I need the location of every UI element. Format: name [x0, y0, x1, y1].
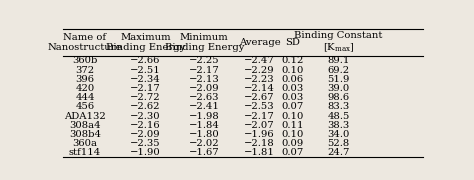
Text: −1.81: −1.81 — [244, 148, 275, 157]
Text: −1.98: −1.98 — [189, 112, 220, 121]
Text: −2.16: −2.16 — [130, 121, 161, 130]
Text: 0.06: 0.06 — [282, 75, 303, 84]
Text: −2.62: −2.62 — [130, 102, 161, 111]
Text: −2.51: −2.51 — [130, 66, 161, 75]
Text: 0.03: 0.03 — [282, 93, 304, 102]
Text: −2.14: −2.14 — [244, 84, 275, 93]
Text: −2.34: −2.34 — [130, 75, 161, 84]
Text: 34.0: 34.0 — [327, 130, 350, 139]
Text: 308a4: 308a4 — [69, 121, 101, 130]
Text: 396: 396 — [75, 75, 94, 84]
Text: 98.6: 98.6 — [328, 93, 349, 102]
Text: 360b: 360b — [72, 56, 98, 65]
Text: 0.11: 0.11 — [281, 121, 304, 130]
Text: −2.17: −2.17 — [189, 66, 220, 75]
Text: 420: 420 — [75, 84, 95, 93]
Text: 0.10: 0.10 — [282, 112, 304, 121]
Text: Average: Average — [238, 38, 280, 47]
Text: 0.03: 0.03 — [282, 84, 304, 93]
Text: 444: 444 — [75, 93, 95, 102]
Text: −2.72: −2.72 — [130, 93, 161, 102]
Text: 48.5: 48.5 — [327, 112, 350, 121]
Text: Maximum
Binding Energy: Maximum Binding Energy — [106, 33, 185, 52]
Text: 456: 456 — [75, 102, 94, 111]
Text: Name of
Nanostructure: Name of Nanostructure — [48, 33, 122, 52]
Text: 0.07: 0.07 — [282, 148, 304, 157]
Text: −2.67: −2.67 — [244, 93, 275, 102]
Text: −2.35: −2.35 — [130, 139, 161, 148]
Text: 51.9: 51.9 — [327, 75, 350, 84]
Text: −1.90: −1.90 — [130, 148, 161, 157]
Text: 39.0: 39.0 — [328, 84, 349, 93]
Text: −2.09: −2.09 — [130, 130, 161, 139]
Text: Binding Constant
[K$_{\mathregular{max}}$]: Binding Constant [K$_{\mathregular{max}}… — [294, 31, 383, 54]
Text: −2.25: −2.25 — [189, 56, 219, 65]
Text: 0.12: 0.12 — [282, 56, 304, 65]
Text: 0.09: 0.09 — [282, 139, 304, 148]
Text: Minimum
Binding Energy: Minimum Binding Energy — [164, 33, 244, 52]
Text: −1.96: −1.96 — [244, 130, 275, 139]
Text: stf114: stf114 — [69, 148, 101, 157]
Text: −2.07: −2.07 — [244, 121, 275, 130]
Text: −2.09: −2.09 — [189, 84, 219, 93]
Text: −1.84: −1.84 — [189, 121, 220, 130]
Text: −2.63: −2.63 — [189, 93, 219, 102]
Text: −2.18: −2.18 — [244, 139, 275, 148]
Text: 69.2: 69.2 — [328, 66, 349, 75]
Text: 0.07: 0.07 — [282, 102, 304, 111]
Text: SD: SD — [285, 38, 300, 47]
Text: −1.67: −1.67 — [189, 148, 219, 157]
Text: −2.66: −2.66 — [130, 56, 161, 65]
Text: 83.3: 83.3 — [328, 102, 349, 111]
Text: 360a: 360a — [73, 139, 98, 148]
Text: −2.23: −2.23 — [244, 75, 275, 84]
Text: 52.8: 52.8 — [328, 139, 349, 148]
Text: −2.47: −2.47 — [244, 56, 275, 65]
Text: 0.10: 0.10 — [282, 130, 304, 139]
Text: −2.17: −2.17 — [244, 112, 275, 121]
Text: 308b4: 308b4 — [69, 130, 101, 139]
Text: 372: 372 — [75, 66, 94, 75]
Text: 38.3: 38.3 — [328, 121, 349, 130]
Text: −2.53: −2.53 — [244, 102, 275, 111]
Text: 24.7: 24.7 — [327, 148, 350, 157]
Text: 89.1: 89.1 — [327, 56, 350, 65]
Text: −2.02: −2.02 — [189, 139, 219, 148]
Text: −2.17: −2.17 — [130, 84, 161, 93]
Text: 0.10: 0.10 — [282, 66, 304, 75]
Text: −2.13: −2.13 — [189, 75, 220, 84]
Text: −1.80: −1.80 — [189, 130, 220, 139]
Text: −2.29: −2.29 — [244, 66, 275, 75]
Text: −2.41: −2.41 — [189, 102, 220, 111]
Text: ADA132: ADA132 — [64, 112, 106, 121]
Text: −2.30: −2.30 — [130, 112, 161, 121]
